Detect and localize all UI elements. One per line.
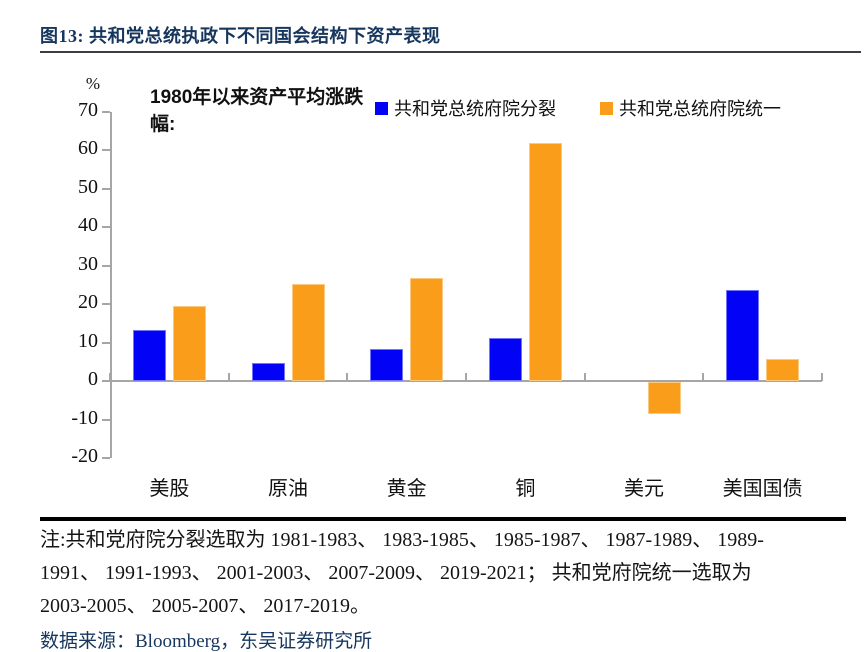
bar-原油-united [291,284,325,382]
bar-美股-united [172,306,206,382]
y-axis-tick [102,341,110,344]
y-axis-tick [102,226,110,229]
x-axis-label: 美国国债 [722,478,803,500]
x-axis-label: 美元 [623,478,664,500]
y-axis-label: 60 [78,137,98,160]
figure-title: 图13: 共和党总统执政下不同国会结构下资产表现 [40,26,441,46]
legend-item-united: 共和党总统府院统一 [600,95,781,121]
y-axis-tick [102,457,110,459]
y-axis-tick [102,418,110,421]
source-line: 数据来源：Bloomberg，东吴证券研究所 [40,631,373,652]
y-axis-label: 40 [78,214,98,237]
x-axis-label: 美股 [149,478,190,500]
y-axis-label: 70 [78,99,98,121]
x-axis-tick [227,373,230,382]
bar-黄金-united [410,278,444,382]
note-line-3: 2003-2005、 2005-2007、 2017-2019。 [40,595,370,617]
legend-item-split: 共和党总统府院分裂 [375,95,556,121]
bar-黄金-split [370,349,404,382]
y-axis-label: 20 [78,291,98,314]
chart-annotation: 1980年以来资产平均涨跌幅: [150,87,364,135]
legend-label-split: 共和党总统府院分裂 [394,99,556,119]
y-axis-tick [102,187,110,190]
y-axis-line [110,112,112,458]
chart-legend: 共和党总统府院分裂 共和党总统府院统一 [375,95,781,121]
bottom-rule [40,517,846,521]
bar-铜-united [528,143,562,382]
x-axis-tick [702,373,705,382]
note-line-2: 1991、 1991-1993、 2001-2003、 2007-2009、 2… [40,562,752,584]
y-axis-tick [102,380,110,383]
x-axis-label: 原油 [267,478,308,500]
y-axis-tick [102,303,110,306]
y-axis-label: -10 [71,406,98,429]
x-axis-label: 铜 [515,478,536,500]
y-axis-label: -20 [71,445,98,467]
y-axis-label: 10 [78,329,98,352]
note-line-1: 注:共和党府院分裂选取为 1981-1983、 1983-1985、 1985-… [40,529,764,551]
bar-美元-united [647,382,681,415]
bar-美股-split [132,329,166,382]
legend-label-united: 共和党总统府院统一 [619,99,781,119]
y-axis-label: 50 [78,175,98,198]
y-axis-tick [102,111,110,113]
y-axis-tick [102,264,110,267]
bar-美国国债-split [726,289,760,382]
bar-原油-split [251,362,285,382]
legend-swatch-blue [375,101,388,115]
y-axis-unit-label: % [85,74,100,93]
x-axis-tick [109,373,111,382]
x-axis-label: 黄金 [386,478,427,500]
y-axis-label: 30 [78,252,98,275]
legend-swatch-orange [600,101,613,115]
x-axis-tick [465,373,467,382]
y-axis-label: 0 [88,368,98,391]
title-rule [40,51,861,53]
bar-美国国债-united [766,358,800,382]
bar-铜-split [488,338,522,382]
x-axis-tick [583,373,586,382]
y-axis-tick [102,149,110,152]
x-axis-line [110,380,822,383]
x-axis-tick [821,373,823,382]
x-axis-tick [346,373,349,382]
